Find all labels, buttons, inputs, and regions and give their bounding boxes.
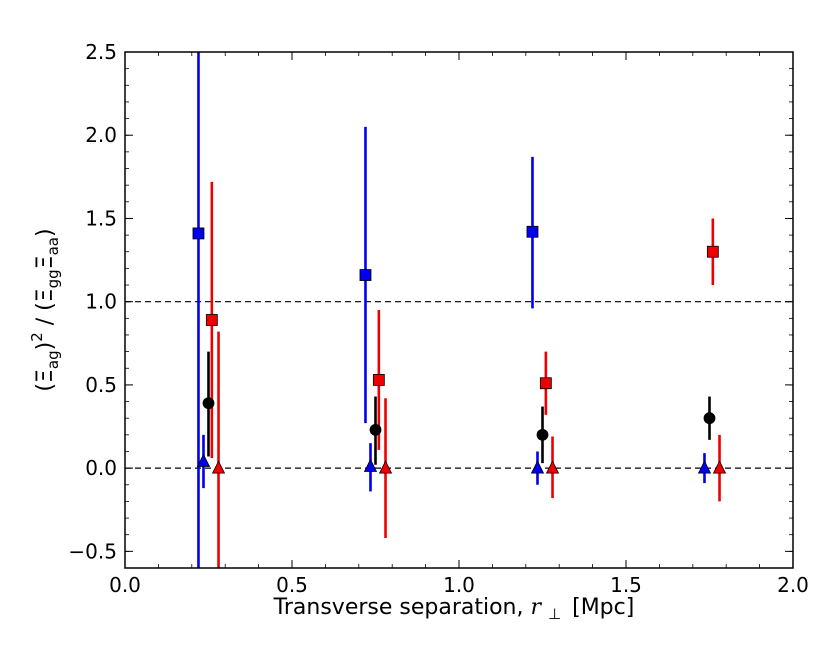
series-blue-triangles xyxy=(196,434,712,492)
black-circles-point xyxy=(369,423,382,436)
y-tick-label: 0.5 xyxy=(85,373,117,397)
black-circles-point xyxy=(202,397,215,410)
red-triangles-point xyxy=(712,460,727,474)
axis-ticks: 0.0 0.5 1.0 1.5 2.0 −0.5 0.0 0.5 1.0 1.5 2.0 2.5 xyxy=(68,40,808,597)
x-tick-label: 0.0 xyxy=(109,573,141,597)
plot-area xyxy=(125,52,793,568)
black-circles-point xyxy=(536,428,549,441)
red-squares-point xyxy=(205,314,218,326)
red-triangles-point xyxy=(378,460,393,474)
blue-squares-point xyxy=(526,225,539,238)
blue-triangles-point xyxy=(363,458,378,472)
x-tick-label: 1.0 xyxy=(443,573,475,597)
y-tick-label: 0.0 xyxy=(85,456,117,480)
y-tick-label: 1.5 xyxy=(85,206,117,230)
x-tick-label: 2.0 xyxy=(777,573,809,597)
x-axis-label: Transverse separation, r ⊥ [Mpc] xyxy=(273,595,635,625)
y-tick-label: −0.5 xyxy=(68,539,117,563)
y-axis-label: (Ξag)2 / (ΞggΞaa) xyxy=(28,228,62,391)
x-tick-label: 0.5 xyxy=(276,573,308,597)
blue-squares-point xyxy=(192,227,205,240)
y-tick-label: 2.5 xyxy=(85,40,117,64)
y-tick-label: 1.0 xyxy=(85,290,117,314)
blue-triangles-point xyxy=(196,453,211,467)
blue-squares-point xyxy=(359,269,372,281)
blue-triangles-point xyxy=(530,460,545,474)
y-tick-label: 2.0 xyxy=(85,123,117,147)
series-black-circles xyxy=(202,351,716,465)
x-tick-label: 1.5 xyxy=(610,573,642,597)
series-red-triangles xyxy=(211,331,727,568)
red-triangles-point xyxy=(545,460,560,474)
blue-triangles-point xyxy=(697,460,712,474)
series-blue-squares xyxy=(192,52,539,568)
black-circles-point xyxy=(703,412,716,425)
series-red-squares xyxy=(205,181,719,459)
series-layer xyxy=(192,52,727,568)
red-triangles-point xyxy=(211,460,226,474)
red-squares-point xyxy=(706,245,719,258)
red-squares-point xyxy=(372,374,385,386)
reference-lines xyxy=(125,301,793,469)
red-squares-point xyxy=(539,377,552,390)
